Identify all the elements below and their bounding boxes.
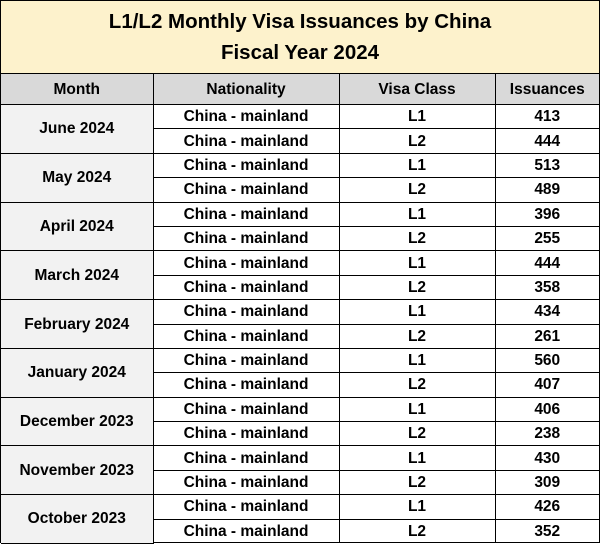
column-header-month: Month: [1, 74, 154, 105]
visa-class-cell: L1: [338, 103, 496, 130]
visa-class-cell: L2: [338, 372, 496, 398]
month-cell: April 2024: [1, 201, 154, 252]
column-header-issuances: Issuances: [494, 74, 599, 105]
table-title: L1/L2 Monthly Visa Issuances by China: [108, 10, 492, 33]
nationality-cell: China - mainland: [152, 494, 340, 520]
visa-class-cell: L2: [338, 421, 496, 447]
table-row: China - mainland L2 309: [1, 469, 599, 496]
table-row: January 2024 China - mainland L1 560: [1, 347, 599, 398]
month-cell: March 2024: [1, 250, 154, 301]
issuances-cell: 444: [494, 128, 599, 154]
visa-class-cell: L2: [338, 518, 496, 544]
nationality-cell: China - mainland: [152, 445, 340, 471]
table-row: April 2024 China - mainland L1 396: [1, 201, 599, 252]
nationality-cell: China - mainland: [152, 250, 340, 276]
visa-class-cell: L1: [338, 445, 496, 471]
issuances-cell: 309: [494, 469, 599, 496]
visa-class-cell: L2: [338, 469, 496, 496]
issuances-cell: 396: [494, 201, 599, 227]
table-row: China - mainland L2 444: [1, 128, 599, 154]
issuances-cell: 444: [494, 250, 599, 276]
table-row: China - mainland L2 358: [1, 274, 599, 301]
month-cell: May 2024: [1, 152, 154, 203]
issuances-cell: 238: [494, 421, 599, 447]
issuances-cell: 413: [494, 103, 599, 130]
visa-class-cell: L1: [338, 494, 496, 520]
table-body: June 2024 China - mainland L1 413 China - ma…: [1, 103, 599, 544]
nationality-cell: China - mainland: [152, 201, 340, 227]
nationality-cell: China - mainland: [152, 299, 340, 325]
table-row: China - mainland L2 407: [1, 372, 599, 398]
issuances-cell: 407: [494, 372, 599, 398]
table-row: June 2024 China - mainland L1 413: [1, 103, 599, 154]
table-subtitle: Fiscal Year 2024: [220, 41, 380, 64]
visa-class-cell: L1: [338, 299, 496, 325]
table-row: October 2023 China - mainland L1 426: [1, 494, 599, 544]
nationality-cell: China - mainland: [153, 421, 340, 447]
issuances-cell: 352: [494, 518, 599, 544]
nationality-cell: China - mainland: [153, 518, 340, 544]
title-box: L1/L2 Monthly Visa Issuances by China Fi…: [1, 1, 599, 74]
nationality-cell: China - mainland: [152, 103, 340, 130]
table-row: February 2024 China - mainland L1 434: [1, 299, 599, 349]
month-cell: October 2023: [1, 494, 154, 544]
issuances-cell: 560: [494, 347, 599, 374]
header-row: Month Nationality Visa Class Issuances: [1, 74, 599, 105]
visa-class-cell: L1: [338, 201, 496, 227]
nationality-cell: China - mainland: [153, 128, 340, 154]
visa-class-cell: L2: [338, 225, 496, 252]
issuances-cell: 426: [494, 494, 599, 520]
table-row: May 2024 China - mainland L1 513: [1, 152, 599, 203]
table-row: China - mainland L2 489: [1, 177, 599, 203]
visa-class-cell: L1: [338, 396, 496, 423]
nationality-cell: China - mainland: [152, 347, 340, 374]
month-cell: December 2023: [1, 396, 154, 447]
issuances-cell: 489: [494, 177, 599, 203]
visa-class-cell: L2: [338, 128, 496, 154]
month-cell: November 2023: [1, 445, 154, 496]
month-cell: February 2024: [1, 299, 154, 349]
table-row: March 2024 China - mainland L1 444: [1, 250, 599, 301]
table-row: December 2023 China - mainland L1 406: [1, 396, 599, 447]
visa-class-cell: L1: [338, 152, 496, 179]
issuances-cell: 255: [494, 225, 599, 252]
table-row: China - mainland L2 352: [1, 518, 599, 544]
issuances-cell: 261: [494, 323, 599, 349]
issuances-cell: 358: [494, 274, 599, 301]
nationality-cell: China - mainland: [153, 177, 340, 203]
visa-class-cell: L2: [338, 323, 496, 349]
nationality-cell: China - mainland: [153, 323, 340, 349]
issuances-cell: 406: [494, 396, 599, 423]
visa-class-cell: L1: [338, 250, 496, 276]
issuances-cell: 434: [494, 299, 599, 325]
month-cell: January 2024: [1, 347, 154, 398]
nationality-cell: China - mainland: [153, 469, 340, 496]
table-row: November 2023 China - mainland L1 430: [1, 445, 599, 496]
nationality-cell: China - mainland: [153, 274, 340, 301]
column-header-visa-class: Visa Class: [338, 74, 496, 105]
issuances-table: Month Nationality Visa Class Issuances J…: [1, 74, 599, 544]
nationality-cell: China - mainland: [152, 396, 340, 423]
month-cell: June 2024: [1, 104, 154, 154]
table-row: China - mainland L2 261: [1, 323, 599, 349]
issuances-cell: 513: [494, 152, 599, 179]
visa-class-cell: L2: [338, 177, 496, 203]
table-row: China - mainland L2 238: [1, 421, 599, 447]
visa-class-cell: L2: [338, 274, 496, 301]
issuances-cell: 430: [494, 445, 599, 471]
column-header-nationality: Nationality: [152, 74, 340, 105]
nationality-cell: China - mainland: [152, 152, 340, 179]
nationality-cell: China - mainland: [153, 225, 340, 252]
visa-class-cell: L1: [338, 347, 496, 374]
nationality-cell: China - mainland: [153, 372, 340, 398]
